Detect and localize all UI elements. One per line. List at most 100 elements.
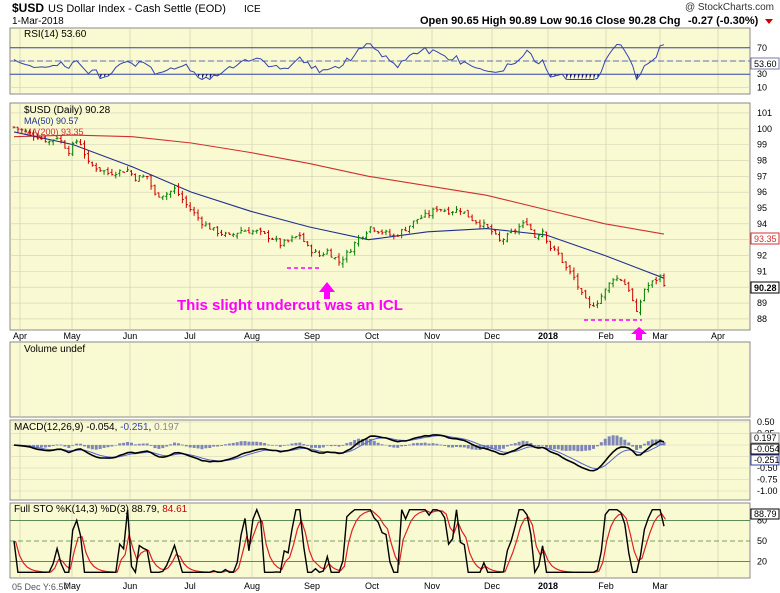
macd-histogram-bar	[325, 445, 329, 446]
macd-histogram-bar	[439, 444, 443, 446]
macd-histogram-bar	[169, 444, 173, 446]
macd-histogram-bar	[212, 445, 216, 447]
month-label: Mar	[652, 581, 668, 591]
macd-histogram-bar	[75, 443, 79, 446]
rsi-tick-label: 70	[757, 43, 767, 53]
macd-histogram-bar	[372, 440, 376, 446]
macd-histogram-bar	[380, 444, 384, 446]
sto-value-tag-text: 88.79	[754, 509, 777, 519]
sto-value-tag	[750, 508, 780, 520]
macd-histogram-bar	[501, 445, 505, 449]
month-label: Nov	[424, 331, 441, 341]
macd-histogram-bar	[564, 445, 568, 451]
month-label: Jul	[184, 581, 196, 591]
annotation-up-arrow-icon-2	[631, 327, 647, 340]
month-label: Apr	[13, 331, 27, 341]
macd-histogram-bar	[498, 445, 502, 450]
annotation-text: This slight undercut was an ICL	[177, 297, 403, 314]
sto-axis: 80 50 20	[757, 516, 767, 567]
macd-histogram-bar	[270, 445, 274, 446]
macd-histogram-bar	[63, 445, 67, 447]
macd-histogram-bar	[646, 441, 650, 446]
macd-histogram-bar	[560, 445, 564, 451]
time-axis: Apr May May Jun Jun Jul Jul Aug Aug Sep Sep Oct Oct N…	[13, 331, 725, 591]
month-label: Oct	[365, 331, 380, 341]
price-tick-label: 101	[757, 108, 772, 118]
sto-label-main: Full STO %K(14,3) %D(3) 88.79,	[14, 504, 159, 515]
macd-histogram-bar	[415, 442, 419, 446]
rsi-line	[13, 43, 665, 81]
watermark: @ StockCharts.com	[685, 2, 774, 13]
macd-histogram-bar	[67, 445, 71, 448]
macd-histogram-bar	[584, 445, 588, 451]
macd-histogram-bar	[466, 445, 470, 449]
macd-histogram-bar	[545, 445, 549, 448]
macd-histogram-bar	[431, 443, 435, 446]
macd-histogram-bar	[188, 445, 192, 448]
macd-histogram-bar	[329, 445, 333, 447]
close-value-tag	[750, 281, 780, 294]
macd-histogram-value: 0.197	[154, 422, 179, 433]
macd-histogram-bar	[509, 444, 513, 446]
ma200-value-tag	[750, 232, 780, 245]
macd-histogram-bar	[51, 445, 55, 447]
macd-histogram-bar	[274, 445, 278, 446]
month-label: Feb	[598, 331, 614, 341]
macd-histogram-bar	[90, 445, 94, 450]
rsi-value-tag-text: 53.60	[754, 59, 777, 69]
macd-histogram-bar	[494, 445, 498, 449]
macd-histogram-bar	[286, 444, 290, 446]
price-tick-label: 98	[757, 155, 767, 165]
macd-histogram-bar	[35, 445, 39, 448]
macd-histogram-bar	[39, 445, 43, 448]
macd-histogram-bar	[223, 444, 227, 446]
macd-signal-tag-text: -0.251	[754, 455, 780, 465]
macd-histogram-bar	[427, 443, 431, 446]
macd-histogram-bar	[184, 445, 188, 447]
macd-histogram-bar	[619, 437, 623, 446]
month-label: Mar	[652, 331, 668, 341]
macd-histogram-bar	[599, 442, 603, 446]
macd-histogram-bar	[278, 445, 282, 447]
macd-histogram-bar	[529, 442, 533, 446]
macd-line-tag	[750, 443, 780, 455]
macd-histogram-bar	[43, 445, 47, 448]
month-label: Jun	[123, 331, 138, 341]
macd-histogram-bar	[345, 443, 349, 446]
macd-histogram-bar	[595, 445, 599, 447]
macd-histogram-bar	[196, 445, 200, 449]
macd-histogram-bar	[556, 445, 560, 450]
macd-histogram-bar	[126, 442, 130, 446]
macd-histogram-bar	[290, 443, 294, 446]
macd-histogram-bar	[360, 438, 364, 446]
month-label: Sep	[304, 331, 320, 341]
macd-histogram-bar	[521, 440, 525, 446]
month-label: Apr	[711, 331, 725, 341]
macd-line	[13, 434, 665, 472]
macd-histogram-bar	[86, 445, 90, 449]
macd-histogram-bar	[407, 444, 411, 446]
macd-histogram-bar	[149, 445, 153, 446]
month-label: 2018	[538, 331, 558, 341]
macd-histogram-bar	[474, 445, 478, 450]
macd-histogram-bar	[658, 439, 662, 446]
macd-histogram-bar	[180, 444, 184, 446]
macd-hist-tag	[750, 432, 780, 444]
price-tick-label: 88	[757, 314, 767, 324]
chart-symbol: $USD	[12, 1, 44, 15]
macd-histogram-bar	[642, 443, 646, 446]
price-title: $USD (Daily) 90.28	[24, 105, 111, 116]
macd-histogram-bar	[192, 445, 196, 448]
macd-histogram-bar	[216, 445, 220, 447]
macd-histogram-bar	[145, 443, 149, 446]
rsi-tick-label: 10	[757, 82, 767, 92]
macd-histogram-bar	[635, 445, 639, 450]
macd-histogram-bar	[368, 438, 372, 446]
month-label: Dec	[484, 331, 501, 341]
chart-name: US Dollar Index - Cash Settle (EOD)	[48, 3, 226, 15]
macd-histogram-bar	[118, 443, 122, 446]
month-label: Feb	[598, 581, 614, 591]
macd-histogram-bar	[576, 445, 580, 452]
gridlines	[10, 28, 750, 578]
macd-histogram-bar	[161, 445, 165, 449]
